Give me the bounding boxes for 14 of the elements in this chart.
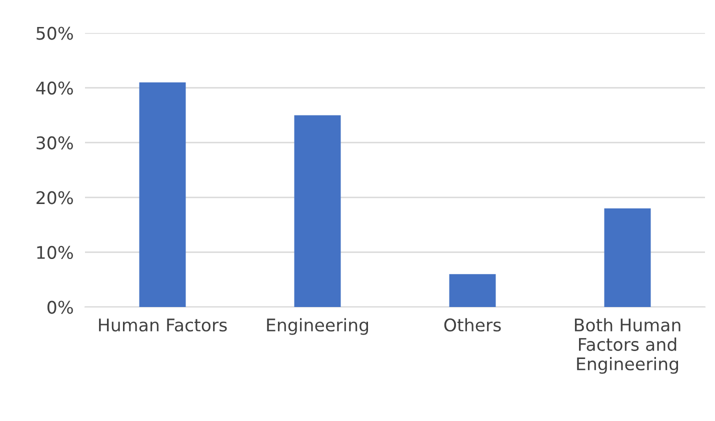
x-tick-label: Human Factors <box>99 318 227 332</box>
bar <box>139 82 186 307</box>
y-tick-label: 40% <box>36 82 73 95</box>
y-tick-label: 50% <box>36 26 73 40</box>
x-tick-label: Both Human Factors and Engineering <box>574 318 680 374</box>
x-tick-label: Others <box>444 318 501 332</box>
bar <box>604 208 651 307</box>
y-tick-label: 20% <box>36 191 73 204</box>
y-tick-label: 0% <box>47 300 73 314</box>
x-tick-label: Engineering <box>267 318 368 335</box>
bar <box>294 115 341 307</box>
bar <box>449 274 496 307</box>
y-tick-label: 10% <box>37 246 73 260</box>
y-tick-label: 30% <box>36 136 73 150</box>
